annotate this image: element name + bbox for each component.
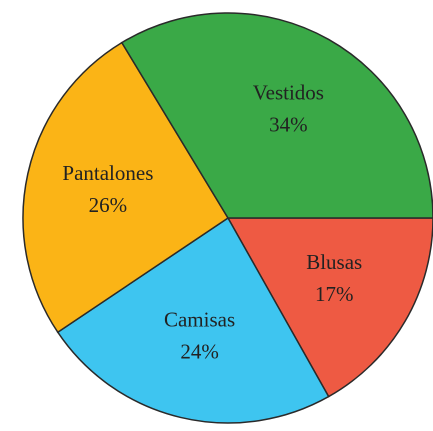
slice-value: 24% [180,339,219,363]
pie-slice [226,217,433,398]
slice-label: Vestidos [253,81,324,105]
slice-label: Blusas [306,250,362,274]
slice-label: Camisas [164,307,235,331]
pie-slice [120,12,433,219]
pie-slice [22,41,230,334]
pie-slice [56,216,330,424]
slice-value: 26% [89,193,128,217]
slice-label: Pantalones [62,161,153,185]
slice-value: 34% [269,113,308,137]
slice-value: 17% [315,282,354,306]
